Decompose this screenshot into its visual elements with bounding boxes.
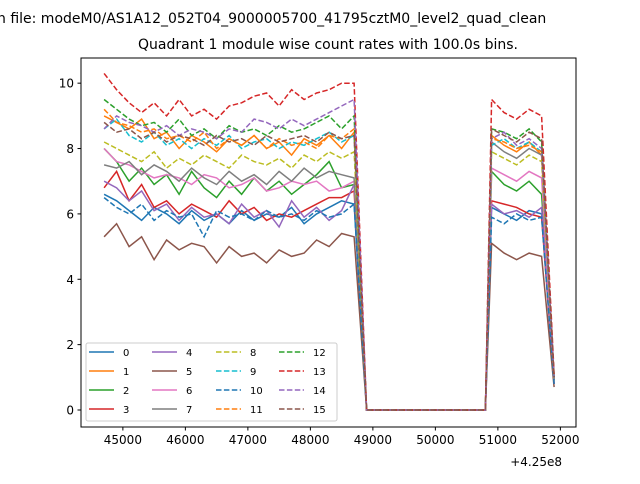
x-tick-label: 51000 — [479, 433, 517, 447]
legend-item-14: 14 — [279, 386, 326, 397]
plot-area — [103, 72, 555, 411]
legend-label: 5 — [186, 367, 192, 378]
y-tick-label: 4 — [66, 273, 74, 287]
series-line-15 — [103, 121, 555, 411]
legend-box — [85, 342, 338, 422]
series-line-12 — [103, 98, 555, 411]
axis-ticks: 45000 46000 47000 48000 49000 50000 51000 52000… — [59, 77, 580, 447]
legend-label: 4 — [186, 348, 192, 359]
series-line-5 — [103, 222, 555, 411]
legend-item-8: 8 — [216, 348, 256, 359]
y-tick-label: 8 — [66, 142, 74, 156]
series-line-11 — [103, 108, 555, 411]
legend-label: 0 — [123, 348, 129, 359]
series-line-0 — [103, 193, 555, 411]
legend-item-15: 15 — [279, 405, 326, 416]
legend-item-4: 4 — [152, 348, 192, 359]
axes-frame — [80, 57, 577, 428]
legend-item-7: 7 — [152, 405, 192, 416]
figure-suptitle: n file: modeM0/AS1A12_052T04_9000005700_… — [0, 11, 546, 27]
series-line-14 — [103, 98, 555, 411]
legend-label: 7 — [186, 405, 192, 416]
chart-title: Quadrant 1 module wise count rates with … — [138, 37, 518, 53]
x-tick-label: 52000 — [541, 433, 579, 447]
x-tick-label: 48000 — [291, 433, 329, 447]
x-tick-label: 47000 — [229, 433, 267, 447]
legend-label: 9 — [250, 367, 256, 378]
series-line-6 — [103, 147, 555, 411]
legend-item-11: 11 — [216, 405, 263, 416]
legend-label: 8 — [250, 348, 256, 359]
x-tick-label: 45000 — [104, 433, 142, 447]
series-line-4 — [103, 180, 555, 411]
x-offset-label: +4.25e8 — [510, 455, 562, 469]
legend-label: 10 — [250, 386, 263, 397]
series-line-9 — [103, 118, 555, 411]
series-line-7 — [103, 140, 555, 411]
legend-label: 3 — [123, 405, 129, 416]
legend-label: 13 — [313, 367, 326, 378]
legend-item-9: 9 — [216, 367, 256, 378]
series-line-2 — [103, 147, 555, 411]
legend-item-2: 2 — [89, 386, 129, 397]
x-tick-label: 49000 — [354, 433, 392, 447]
legend-item-1: 1 — [89, 367, 129, 378]
legend-item-0: 0 — [89, 348, 129, 359]
legend-item-12: 12 — [279, 348, 326, 359]
series-line-8 — [103, 141, 555, 411]
x-tick-label: 50000 — [416, 433, 454, 447]
legend-label: 1 — [123, 367, 129, 378]
legend-label: 12 — [313, 348, 326, 359]
legend-label: 15 — [313, 405, 326, 416]
y-tick-label: 0 — [66, 404, 74, 418]
legend-label: 2 — [123, 386, 129, 397]
series-line-13 — [103, 72, 555, 411]
legend-label: 14 — [313, 386, 326, 397]
legend-label: 11 — [250, 405, 263, 416]
legend-label: 6 — [186, 386, 192, 397]
legend-item-6: 6 — [152, 386, 192, 397]
x-tick-label: 46000 — [166, 433, 204, 447]
legend-item-3: 3 — [89, 405, 129, 416]
series-line-3 — [103, 169, 555, 411]
legend-item-5: 5 — [152, 367, 192, 378]
legend-item-13: 13 — [279, 367, 326, 378]
legend-item-10: 10 — [216, 386, 263, 397]
y-tick-label: 2 — [66, 338, 74, 352]
y-tick-label: 10 — [59, 77, 74, 91]
y-tick-label: 6 — [66, 207, 74, 221]
